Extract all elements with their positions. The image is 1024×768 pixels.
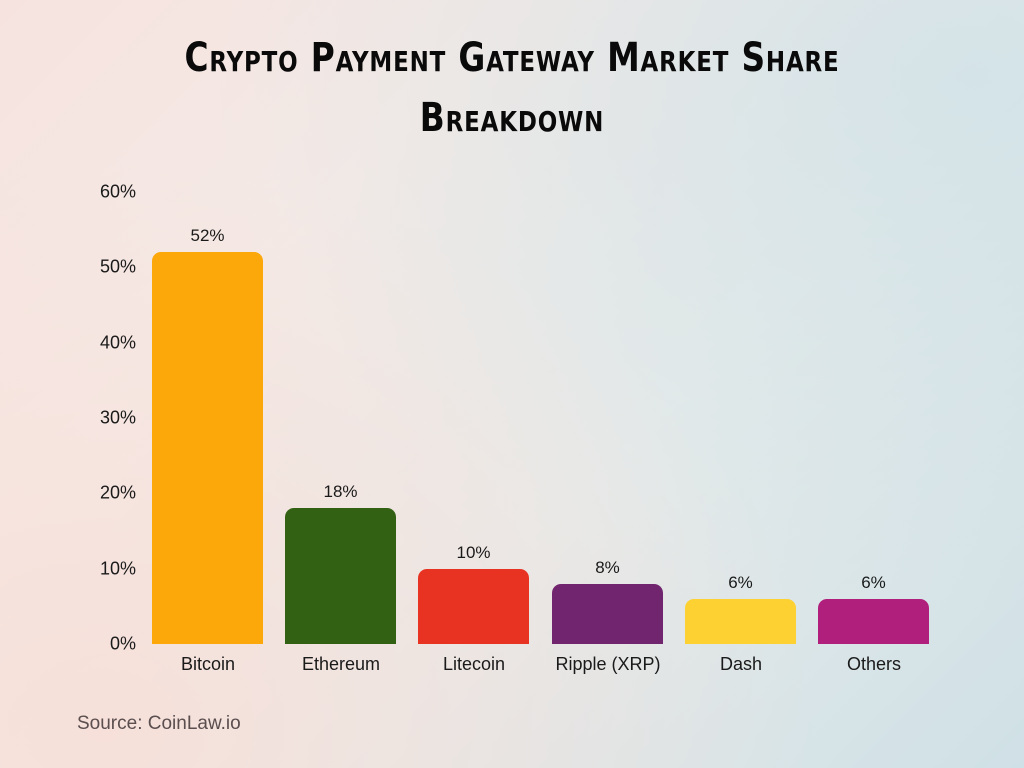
- bar-dash: [685, 598, 796, 644]
- bar-ethereum: [285, 508, 396, 644]
- source-caption: Source: CoinLaw.io: [77, 713, 241, 734]
- bar-litecoin: [418, 568, 529, 644]
- bar-ripple: [552, 583, 663, 644]
- chart-title-line-2: Breakdown: [419, 95, 605, 141]
- bar-value-label-bitcoin: 52%: [190, 226, 225, 246]
- chart-title-line-1: Crypto Payment Gateway Market Share: [184, 35, 840, 81]
- bar-value-label-litecoin: 10%: [456, 542, 491, 562]
- y-tick-60: 60%: [99, 181, 136, 202]
- bar-value-label-ripple: 8%: [595, 557, 620, 577]
- x-label-ethereum: Ethereum: [301, 654, 381, 674]
- x-label-dash: Dash: [719, 654, 763, 674]
- y-tick-30: 30%: [99, 407, 136, 428]
- x-label-litecoin: Litecoin: [442, 654, 506, 674]
- bar-value-label-dash: 6%: [728, 572, 753, 592]
- bar-value-label-ethereum: 18%: [323, 482, 358, 502]
- y-tick-50: 50%: [99, 256, 136, 277]
- bar-value-label-others: 6%: [861, 572, 886, 592]
- chart-title: Crypto Payment Gateway Market Share Brea…: [92, 28, 932, 148]
- bar-others: [818, 598, 929, 644]
- x-label-ripple: Ripple (XRP): [555, 654, 661, 674]
- y-tick-40: 40%: [99, 332, 136, 353]
- y-tick-20: 20%: [99, 482, 136, 503]
- x-label-bitcoin: Bitcoin: [180, 654, 236, 674]
- bar-bitcoin: [152, 252, 263, 644]
- y-tick-10: 10%: [99, 558, 136, 579]
- x-label-others: Others: [846, 654, 902, 674]
- y-tick-0: 0%: [109, 633, 136, 654]
